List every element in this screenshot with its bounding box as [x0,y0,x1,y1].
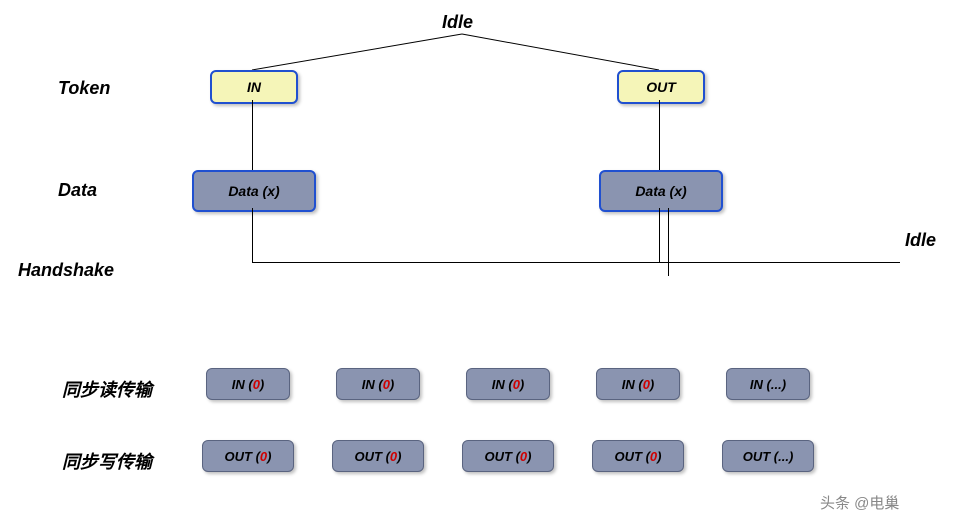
data-in-node: Data (x) [192,170,316,212]
write-seq-0: OUT (0) [202,440,294,472]
read-seq-4: IN (...) [726,368,810,400]
data-in-text: Data (x) [228,183,279,199]
handshake-label: Handshake [18,260,114,281]
data-out-node: Data (x) [599,170,723,212]
read-seq-3-prefix: IN ( [622,377,643,392]
read-seq-1-prefix: IN ( [362,377,383,392]
write-seq-3-prefix: OUT ( [615,449,650,464]
out-token-text: OUT [646,79,676,95]
in-token-node: IN [210,70,298,104]
write-seq-2: OUT (0) [462,440,554,472]
token-label: Token [58,78,110,99]
data-out-text: Data (x) [635,183,686,199]
idle-top-label: Idle [442,12,473,33]
write-seq-4-prefix: OUT ( [743,449,778,464]
read-seq-1-val: 0 [383,377,390,392]
read-seq-0-suffix: ) [260,377,264,392]
out-token-node: OUT [617,70,705,104]
read-seq-3: IN (0) [596,368,680,400]
read-seq-3-val: 0 [643,377,650,392]
read-seq-4-val: ... [771,377,782,392]
read-seq-2-suffix: ) [520,377,524,392]
watermark-text: 头条 @电巢 [820,492,899,513]
write-seq-1-prefix: OUT ( [355,449,390,464]
sync-write-label: 同步写传输 [62,448,152,474]
write-seq-0-prefix: OUT ( [225,449,260,464]
write-seq-1-suffix: ) [397,449,401,464]
read-seq-2: IN (0) [466,368,550,400]
write-seq-0-suffix: ) [267,449,271,464]
handshake-line [252,262,900,263]
edge-out-data [659,100,660,170]
read-seq-4-suffix: ) [782,377,786,392]
write-seq-1: OUT (0) [332,440,424,472]
edge-data-in-hs [252,208,253,262]
write-seq-2-prefix: OUT ( [485,449,520,464]
sync-read-label: 同步读传输 [62,376,152,402]
write-seq-4: OUT (...) [722,440,814,472]
read-seq-1-suffix: ) [390,377,394,392]
write-seq-3-suffix: ) [657,449,661,464]
read-seq-3-suffix: ) [650,377,654,392]
read-seq-0-val: 0 [253,377,260,392]
idle-right-label: Idle [905,230,936,251]
in-token-text: IN [247,79,261,95]
read-seq-1: IN (0) [336,368,420,400]
read-seq-0: IN (0) [206,368,290,400]
edge-data-out-hs [659,208,660,262]
read-seq-0-prefix: IN ( [232,377,253,392]
read-seq-2-prefix: IN ( [492,377,513,392]
read-seq-2-val: 0 [513,377,520,392]
read-seq-4-prefix: IN ( [750,377,771,392]
write-seq-2-suffix: ) [527,449,531,464]
edge-in-data [252,100,253,170]
write-seq-4-suffix: ) [789,449,793,464]
write-seq-4-val: ... [778,449,789,464]
data-label: Data [58,180,97,201]
edge-data-out-hs2 [668,208,669,276]
write-seq-3: OUT (0) [592,440,684,472]
